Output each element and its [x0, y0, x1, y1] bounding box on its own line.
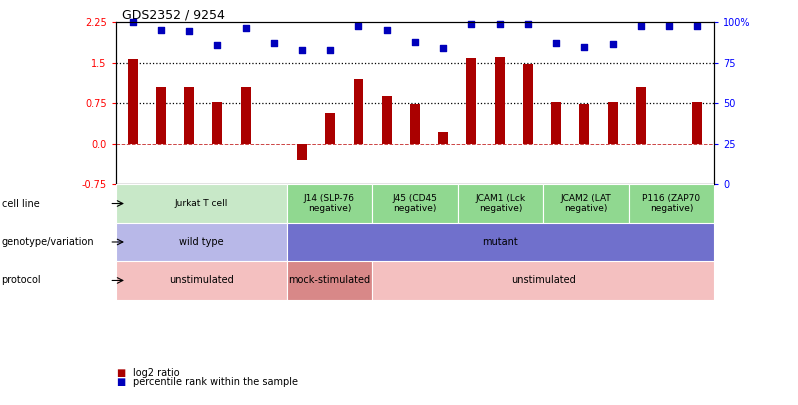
Text: JCAM1 (Lck
negative): JCAM1 (Lck negative)	[476, 194, 526, 213]
Point	[493, 21, 506, 27]
Point	[352, 23, 365, 29]
Text: log2 ratio: log2 ratio	[133, 369, 180, 378]
Bar	[286, 184, 372, 223]
Point	[324, 47, 337, 53]
Bar	[326, 113, 335, 144]
Bar	[458, 184, 543, 223]
Point	[550, 40, 563, 46]
Bar	[354, 79, 363, 144]
Text: wild type: wild type	[179, 237, 223, 247]
Point	[211, 42, 223, 49]
Text: GDS2352 / 9254: GDS2352 / 9254	[121, 8, 224, 21]
Bar	[467, 58, 476, 144]
Text: J14 (SLP-76
negative): J14 (SLP-76 negative)	[304, 194, 355, 213]
Point	[606, 40, 619, 47]
Bar	[551, 102, 561, 144]
Bar	[607, 102, 618, 144]
Bar	[438, 132, 448, 144]
Bar	[629, 184, 714, 223]
Bar	[372, 184, 458, 223]
Bar	[212, 102, 223, 144]
Point	[183, 28, 196, 34]
Bar	[523, 64, 533, 144]
Point	[634, 23, 647, 29]
Bar	[128, 59, 137, 144]
Text: cell line: cell line	[2, 198, 39, 209]
Point	[465, 21, 478, 27]
Point	[239, 24, 252, 31]
Text: percentile rank within the sample: percentile rank within the sample	[133, 377, 298, 386]
Text: P116 (ZAP70
negative): P116 (ZAP70 negative)	[642, 194, 701, 213]
Point	[267, 40, 280, 46]
Text: mutant: mutant	[483, 237, 519, 247]
Point	[126, 19, 139, 26]
Text: Jurkat T cell: Jurkat T cell	[175, 199, 228, 208]
Text: ■: ■	[116, 377, 125, 386]
Bar	[116, 184, 286, 223]
Text: genotype/variation: genotype/variation	[2, 237, 94, 247]
Bar	[116, 261, 286, 300]
Bar	[636, 87, 646, 144]
Bar	[116, 223, 286, 261]
Bar	[372, 261, 714, 300]
Text: JCAM2 (LAT
negative): JCAM2 (LAT negative)	[560, 194, 611, 213]
Bar	[241, 87, 251, 144]
Point	[691, 23, 704, 29]
Point	[578, 43, 591, 50]
Bar	[543, 184, 629, 223]
Text: unstimulated: unstimulated	[511, 275, 575, 286]
Bar	[184, 87, 194, 144]
Bar	[693, 102, 702, 144]
Point	[409, 39, 421, 45]
Bar	[381, 96, 392, 144]
Bar	[410, 104, 420, 144]
Point	[155, 27, 168, 34]
Text: mock-stimulated: mock-stimulated	[288, 275, 370, 286]
Text: unstimulated: unstimulated	[169, 275, 234, 286]
Text: ■: ■	[116, 369, 125, 378]
Bar	[156, 87, 166, 144]
Bar	[495, 58, 504, 144]
Bar	[286, 261, 372, 300]
Point	[381, 27, 393, 34]
Text: protocol: protocol	[2, 275, 41, 286]
Text: J45 (CD45
negative): J45 (CD45 negative)	[393, 194, 437, 213]
Bar	[579, 104, 589, 144]
Point	[522, 21, 535, 27]
Point	[662, 23, 675, 29]
Point	[295, 47, 308, 53]
Point	[437, 45, 449, 51]
Bar	[297, 144, 307, 160]
Bar	[286, 223, 714, 261]
